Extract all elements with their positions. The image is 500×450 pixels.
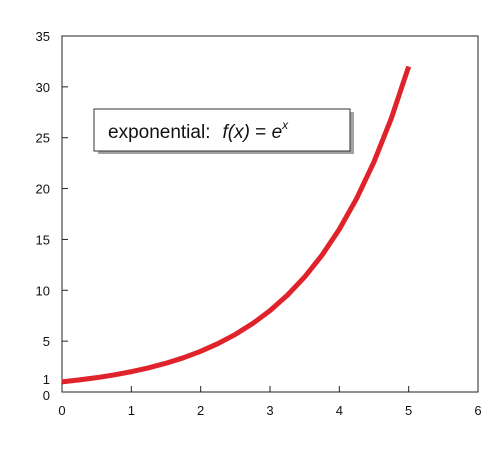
x-tick-label: 6	[474, 403, 481, 418]
x-tick-label: 1	[128, 403, 135, 418]
y-tick-label: 30	[36, 80, 50, 95]
annotation-exponent: x	[281, 118, 289, 132]
y-tick-label: 25	[36, 131, 50, 146]
x-tick-label: 2	[197, 403, 204, 418]
annotation-text: exponential: f(x) = ex	[108, 118, 289, 143]
y-tick-label: 35	[36, 29, 50, 44]
plot-frame	[61, 35, 479, 393]
y-tick-label: 20	[36, 182, 50, 197]
annotation-base: e	[272, 122, 283, 143]
y-tick-label: 5	[43, 334, 50, 349]
x-tick-label: 4	[336, 403, 343, 418]
y-tick-label: 0	[43, 388, 50, 403]
x-tick-label: 3	[266, 403, 273, 418]
axes	[61, 35, 479, 393]
y-tick-label: 15	[36, 232, 50, 247]
series-line	[61, 65, 412, 385]
y-tick-label: 1	[43, 372, 50, 387]
x-tick-label: 5	[405, 403, 412, 418]
annotation-prefix: exponential:	[108, 122, 210, 143]
formula-annotation: exponential: f(x) = ex	[93, 108, 354, 154]
y-tick-label: 10	[36, 283, 50, 298]
annotation-box	[93, 108, 351, 152]
x-tick-label: 0	[58, 403, 65, 418]
annotation-equals: =	[250, 122, 272, 143]
annotation-lhs: f(x)	[222, 122, 249, 143]
series	[61, 65, 412, 385]
